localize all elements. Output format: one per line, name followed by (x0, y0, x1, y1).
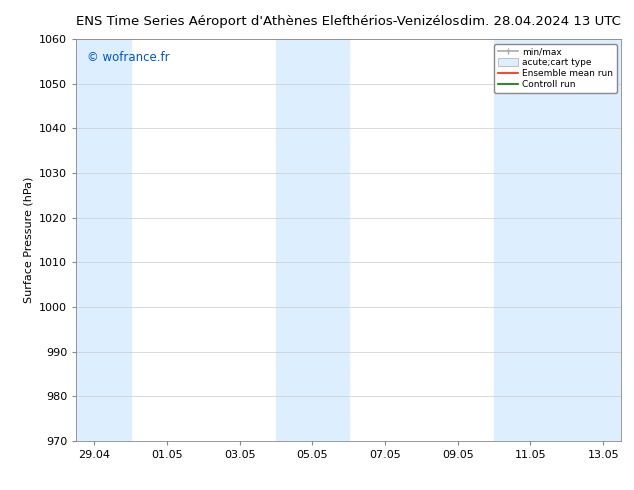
Legend: min/max, acute;cart type, Ensemble mean run, Controll run: min/max, acute;cart type, Ensemble mean … (495, 44, 617, 93)
Bar (76, 39, 131, 441)
Text: ENS Time Series Aéroport d'Athènes Elefthérios-Venizélos: ENS Time Series Aéroport d'Athènes Eleft… (76, 15, 460, 28)
Bar (494, 39, 621, 441)
Text: dim. 28.04.2024 13 UTC: dim. 28.04.2024 13 UTC (460, 15, 621, 28)
Y-axis label: Surface Pressure (hPa): Surface Pressure (hPa) (23, 177, 34, 303)
Bar (276, 39, 349, 441)
Text: © wofrance.fr: © wofrance.fr (87, 51, 170, 64)
